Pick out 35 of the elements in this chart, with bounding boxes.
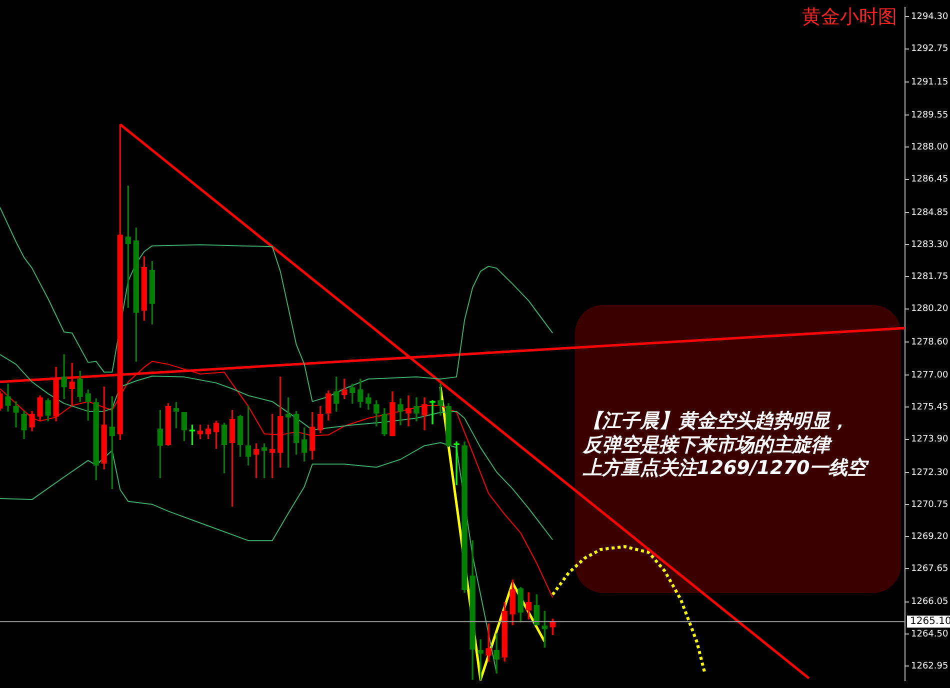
candlestick bbox=[430, 400, 436, 424]
y-tick-label: 1267.65 bbox=[911, 564, 948, 574]
chart-title: 黄金小时图 bbox=[802, 6, 897, 28]
annotation: 上方重点关注1269/1270一线空 bbox=[583, 457, 867, 480]
y-tick-label: 1270.75 bbox=[911, 500, 948, 510]
y-tick-label: 1292.75 bbox=[911, 44, 948, 54]
y-tick-label: 1291.15 bbox=[911, 77, 948, 88]
y-tick-label: 1278.60 bbox=[911, 337, 948, 348]
y-tick-label: 1289.55 bbox=[911, 110, 948, 120]
y-tick-label: 1272.30 bbox=[911, 468, 948, 478]
y-tick-label: 1280.20 bbox=[911, 304, 948, 314]
y-tick-label: 1283.30 bbox=[911, 240, 948, 250]
candlestick bbox=[478, 639, 484, 680]
annotation: 【江子晨】黄金空头趋势明显， bbox=[583, 410, 850, 434]
candlestick bbox=[61, 354, 67, 400]
y-tick-label: 1294.30 bbox=[911, 12, 948, 22]
y-tick-label: 1264.50 bbox=[911, 629, 948, 640]
y-tick-label: 1275.45 bbox=[911, 402, 948, 413]
candlestick bbox=[13, 401, 19, 428]
annotation: 反弹空是接下来市场的主旋律 bbox=[583, 434, 834, 457]
y-tick-label: 1284.85 bbox=[911, 208, 948, 218]
candlestick bbox=[486, 624, 492, 662]
y-tick-label: 1288.00 bbox=[911, 142, 948, 153]
y-tick-label: 1273.90 bbox=[911, 434, 948, 445]
candlestick bbox=[454, 441, 460, 486]
candlestick bbox=[494, 633, 500, 674]
y-tick-label: 1286.45 bbox=[911, 174, 948, 185]
y-tick-label: 1277.00 bbox=[911, 370, 948, 380]
candlestick bbox=[438, 384, 444, 416]
line-series bbox=[551, 545, 706, 674]
y-tick-label: 1269.20 bbox=[911, 532, 948, 542]
y-tick-label: 1262.95 bbox=[911, 661, 948, 672]
y-tick-label: 1266.05 bbox=[911, 597, 948, 608]
y-tick-label: 1281.75 bbox=[911, 272, 948, 282]
candlestick bbox=[406, 395, 412, 426]
